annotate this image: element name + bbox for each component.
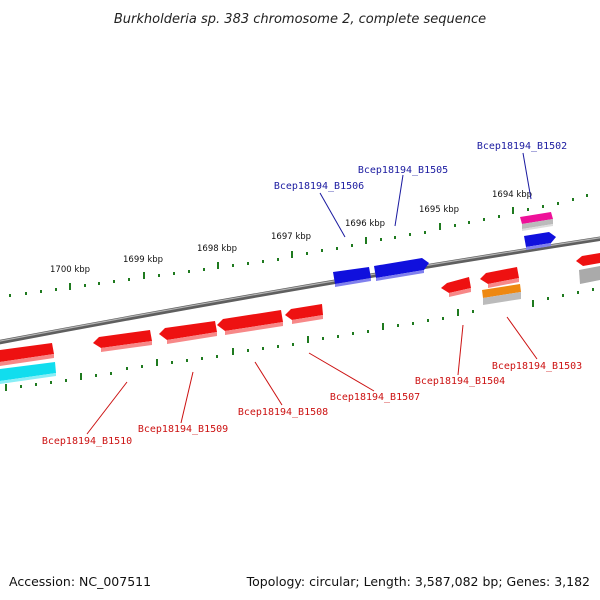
gene-bcep18194-b1509[interactable] bbox=[93, 330, 152, 348]
reverse-label-leaders bbox=[86, 316, 538, 435]
gene-label-b1510: Bcep18194_B1510 bbox=[42, 436, 132, 447]
gene-label-b1509: Bcep18194_B1509 bbox=[138, 424, 228, 435]
forward-genes bbox=[333, 212, 556, 287]
gene-shadow bbox=[0, 373, 56, 384]
major-tick-1695 bbox=[439, 223, 441, 230]
major-tick-1700 bbox=[69, 283, 71, 290]
reverse-genes bbox=[0, 253, 600, 384]
chromosome-backbone-highlight bbox=[0, 237, 600, 342]
major-tick-1694 bbox=[512, 207, 514, 214]
feature-gray bbox=[522, 219, 553, 229]
major-tick-1699 bbox=[143, 272, 145, 279]
gene-bcep18194-b1506[interactable] bbox=[333, 267, 371, 284]
scale-label: 1697 kbp bbox=[271, 232, 311, 242]
major-tick-1696 bbox=[365, 237, 367, 244]
lower-scale-ticks bbox=[5, 288, 594, 391]
gene-bcep18194-b1502[interactable] bbox=[524, 232, 556, 247]
gene-shadow bbox=[292, 315, 323, 324]
gene-partial-right[interactable] bbox=[576, 253, 600, 266]
scale-label: 1699 kbp bbox=[123, 255, 163, 265]
feature-cyan[interactable] bbox=[0, 362, 56, 381]
gene-bcep18194-b1508[interactable] bbox=[159, 321, 217, 340]
gene-shadow bbox=[449, 288, 471, 297]
gene-bcep18194-b1505[interactable] bbox=[374, 258, 429, 278]
scale-label: 1700 kbp bbox=[50, 265, 90, 275]
summary-text: Topology: circular; Length: 3,587,082 bp… bbox=[246, 574, 590, 589]
gene-bcep18194-b1504[interactable] bbox=[441, 277, 471, 293]
accession-text: Accession: NC_007511 bbox=[9, 574, 151, 589]
map-title: Burkholderia sp. 383 chromosome 2, compl… bbox=[114, 12, 486, 27]
gene-bcep18194-b1507-a[interactable] bbox=[217, 310, 283, 331]
major-tick-1698 bbox=[217, 262, 219, 269]
gene-label-b1505: Bcep18194_B1505 bbox=[358, 165, 448, 176]
gene-shadow bbox=[101, 341, 152, 352]
feature-pink[interactable] bbox=[520, 212, 553, 224]
gene-bcep18194-b1503-a[interactable] bbox=[480, 267, 519, 284]
scale-label: 1696 kbp bbox=[345, 219, 385, 229]
feature-gray-right bbox=[579, 266, 600, 284]
upper-scale-ticks bbox=[9, 194, 588, 297]
gene-label-b1508: Bcep18194_B1508 bbox=[238, 407, 328, 418]
gene-shadow bbox=[522, 224, 553, 231]
gene-label-b1504: Bcep18194_B1504 bbox=[415, 376, 505, 387]
gene-shadow bbox=[488, 278, 519, 288]
gene-label-b1502: Bcep18194_B1502 bbox=[477, 141, 567, 152]
gene-shadow bbox=[225, 322, 283, 335]
gene-shadow bbox=[335, 278, 371, 287]
gene-bcep18194-b1507-b[interactable] bbox=[285, 304, 323, 320]
scale-label: 1695 kbp bbox=[419, 205, 459, 215]
scale-labels: 1700 kbp 1699 kbp 1698 kbp 1697 kbp 1696… bbox=[50, 190, 532, 275]
scale-label: 1694 kbp bbox=[492, 190, 532, 200]
gene-shadow bbox=[376, 270, 424, 281]
gene-bcep18194-b1510[interactable] bbox=[0, 343, 54, 362]
gene-label-b1506: Bcep18194_B1506 bbox=[274, 181, 364, 192]
scale-label: 1698 kbp bbox=[197, 244, 237, 254]
gene-label-b1507: Bcep18194_B1507 bbox=[330, 392, 420, 403]
gene-label-b1503: Bcep18194_B1503 bbox=[492, 361, 582, 372]
feature-orange[interactable] bbox=[482, 284, 521, 298]
gene-shadow bbox=[526, 243, 551, 250]
chromosome-backbone bbox=[0, 236, 600, 345]
gene-shadow bbox=[0, 354, 54, 366]
major-tick-1697 bbox=[291, 251, 293, 258]
gene-shadow bbox=[167, 332, 217, 344]
feature-gray bbox=[483, 292, 521, 305]
forward-label-leaders bbox=[319, 152, 532, 238]
